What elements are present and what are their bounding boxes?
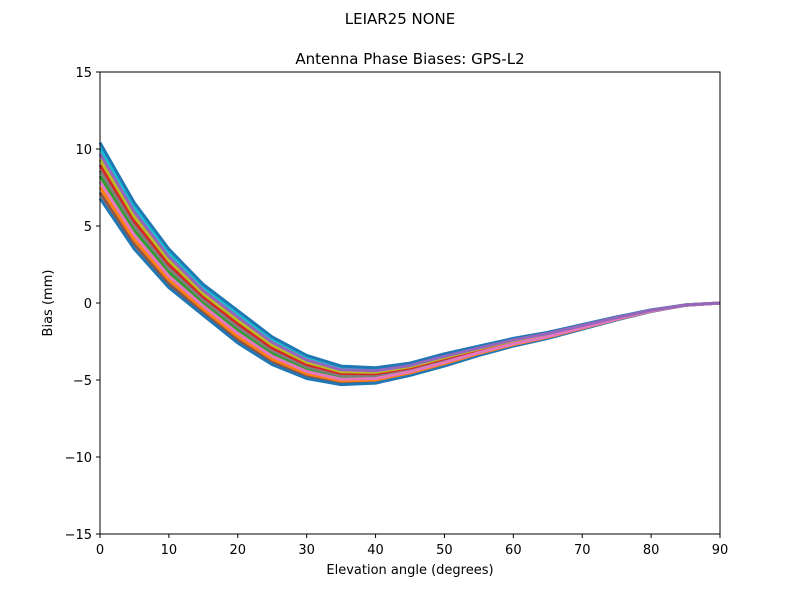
y-tick-label: 0 — [84, 297, 92, 312]
x-tick-label: 70 — [574, 543, 591, 558]
y-tick-label: 10 — [75, 143, 92, 158]
y-tick-label: −5 — [73, 374, 92, 389]
y-axis-label: Bias (mm) — [41, 270, 56, 337]
series-line-8 — [98, 158, 721, 374]
series-line-3 — [98, 164, 721, 376]
series-line-9 — [98, 147, 721, 371]
x-tick-label: 20 — [230, 543, 247, 558]
series-line-4 — [98, 153, 721, 373]
y-tick-label: −15 — [65, 528, 92, 543]
x-tick-label: 30 — [298, 543, 315, 558]
x-axis-label: Elevation angle (degrees) — [326, 563, 493, 578]
series-line-10 — [98, 142, 721, 370]
y-tick-label: 15 — [75, 66, 92, 81]
x-tick-label: 90 — [712, 543, 729, 558]
chart-title: Antenna Phase Biases: GPS-L2 — [295, 50, 524, 68]
x-tick-label: 0 — [96, 543, 104, 558]
y-tick-label: 5 — [84, 220, 92, 235]
x-tick-label: 10 — [161, 543, 178, 558]
x-tick-label: 80 — [643, 543, 660, 558]
suptitle: LEIAR25 NONE — [345, 10, 456, 28]
x-tick-label: 60 — [505, 543, 522, 558]
x-ticks: 0 10 20 30 40 50 60 70 80 90 — [96, 534, 728, 558]
series-lines — [98, 142, 721, 387]
y-ticks: −15 −10 −5 0 5 10 15 — [65, 66, 100, 543]
y-tick-label: −10 — [65, 451, 92, 466]
x-tick-label: 40 — [367, 543, 384, 558]
x-tick-label: 50 — [436, 543, 453, 558]
